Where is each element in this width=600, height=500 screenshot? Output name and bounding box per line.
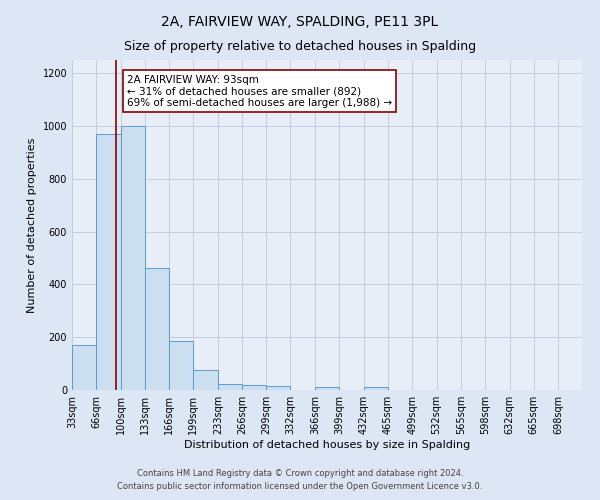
Text: Contains HM Land Registry data © Crown copyright and database right 2024.
Contai: Contains HM Land Registry data © Crown c… xyxy=(118,470,482,491)
Bar xyxy=(364,387,388,390)
Bar xyxy=(72,345,96,390)
Text: 2A, FAIRVIEW WAY, SPALDING, PE11 3PL: 2A, FAIRVIEW WAY, SPALDING, PE11 3PL xyxy=(161,15,439,29)
Bar xyxy=(316,387,340,390)
Text: 2A FAIRVIEW WAY: 93sqm
← 31% of detached houses are smaller (892)
69% of semi-de: 2A FAIRVIEW WAY: 93sqm ← 31% of detached… xyxy=(127,74,392,108)
Y-axis label: Number of detached properties: Number of detached properties xyxy=(27,138,37,312)
Bar xyxy=(96,134,121,390)
Bar xyxy=(266,386,290,390)
X-axis label: Distribution of detached houses by size in Spalding: Distribution of detached houses by size … xyxy=(184,440,470,450)
Bar xyxy=(169,341,193,390)
Bar xyxy=(242,385,266,390)
Text: Size of property relative to detached houses in Spalding: Size of property relative to detached ho… xyxy=(124,40,476,53)
Bar xyxy=(145,268,169,390)
Bar xyxy=(218,384,242,390)
Bar xyxy=(193,370,218,390)
Bar xyxy=(121,126,145,390)
